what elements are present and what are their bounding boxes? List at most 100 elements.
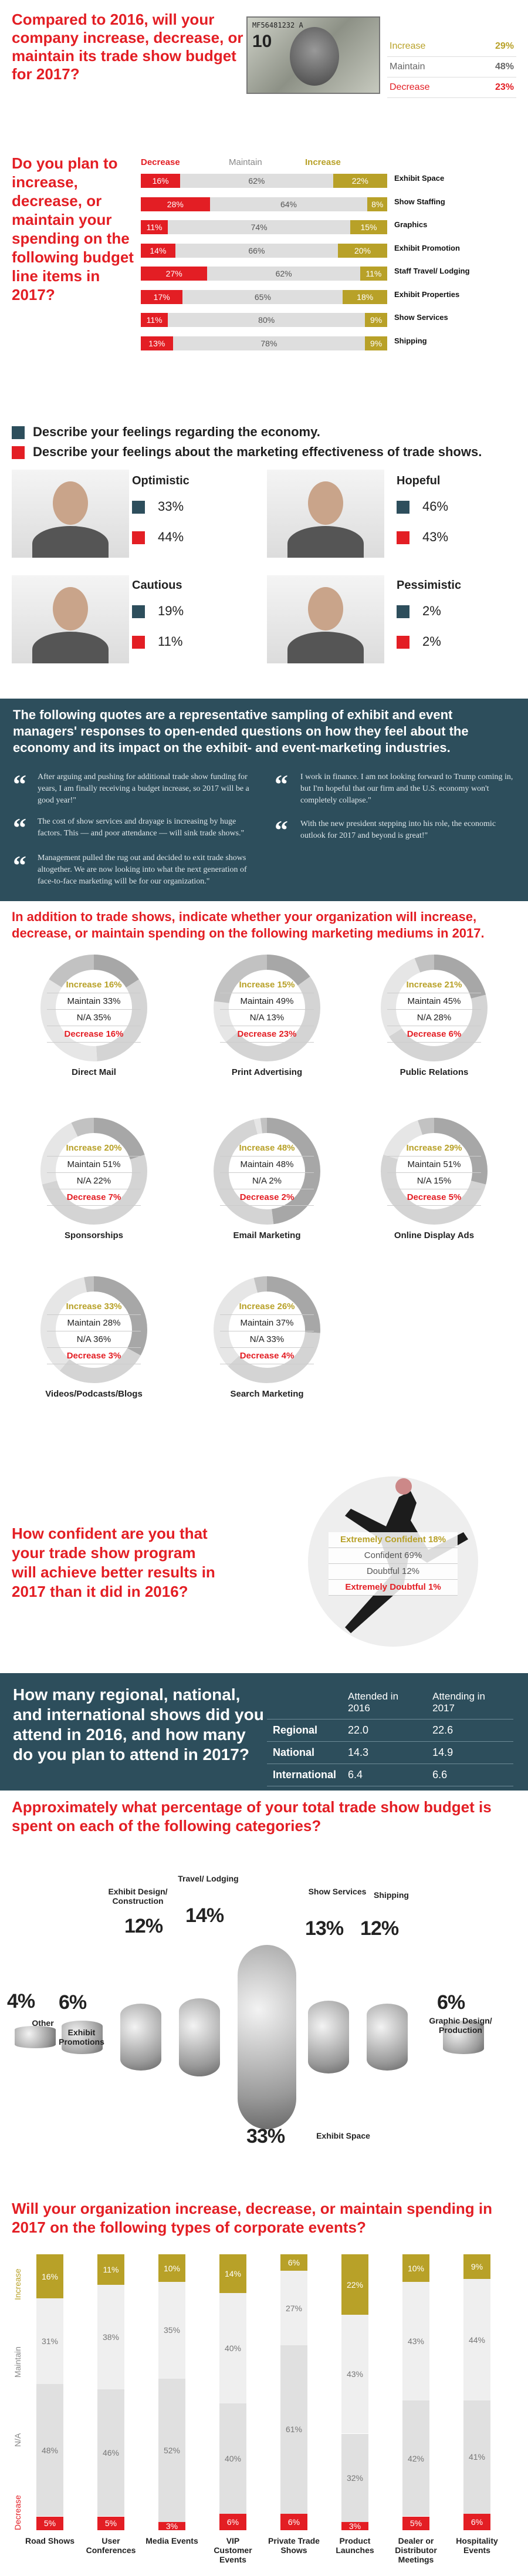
donut-value-row: Decrease 16% bbox=[47, 1026, 141, 1043]
donut-value-number: 6% bbox=[448, 1029, 462, 1039]
donut-value-number: 28% bbox=[103, 1318, 121, 1328]
medium-donut-svg bbox=[40, 1276, 147, 1383]
attendance-2016-value: 14.3 bbox=[342, 1741, 427, 1764]
persona-economy: 46% bbox=[397, 499, 448, 514]
bar-segment-m: 66% bbox=[175, 243, 338, 258]
avatar-body-icon bbox=[32, 526, 109, 558]
bar-segment-m: 80% bbox=[168, 313, 365, 327]
budget-share-label: Exhibit Promotions bbox=[59, 2028, 104, 2046]
persona-marketing: 44% bbox=[132, 530, 184, 545]
bar-segment-m: 62% bbox=[180, 174, 333, 188]
donut-value-row: Maintain 51% bbox=[387, 1156, 481, 1173]
donut-value-label: Increase bbox=[239, 980, 277, 990]
event-segment-i: 14% bbox=[219, 2254, 246, 2293]
donut-values: Increase 29% Maintain 51% N/A 15% Decrease … bbox=[387, 1140, 481, 1206]
event-segment-d: 6% bbox=[463, 2513, 490, 2530]
donut-value-label: Increase bbox=[406, 1143, 445, 1153]
donut-value-number: 15% bbox=[277, 980, 295, 990]
figure-head-icon bbox=[395, 1478, 412, 1495]
donut-value-row: Decrease 7% bbox=[47, 1189, 141, 1206]
budget-share-label: Exhibit Design/ Construction bbox=[108, 1887, 168, 1906]
budget-share-label: Travel/ Lodging bbox=[178, 1874, 239, 1883]
dollar-bill-image: MF56481232 A 10 bbox=[246, 16, 380, 94]
legend-economy: Describe your feelings regarding the eco… bbox=[12, 424, 320, 440]
quote-mark-icon: “ bbox=[275, 815, 288, 845]
donut-slice-decrease bbox=[381, 1118, 488, 1225]
donut-value-number: 21% bbox=[444, 980, 462, 990]
donut-value-row: N/A 33% bbox=[220, 1331, 314, 1348]
donut-value-label: Maintain bbox=[407, 1159, 444, 1169]
donut-value-label: Decrease bbox=[239, 1351, 282, 1361]
donut-value-row: Decrease 5% bbox=[387, 1189, 481, 1206]
s2-header-decrease: Decrease bbox=[141, 157, 180, 167]
donut-value-label: N/A bbox=[76, 1176, 94, 1186]
economy-swatch bbox=[132, 501, 145, 514]
event-segment-m: 43% bbox=[402, 2282, 429, 2401]
event-segment-i: 10% bbox=[158, 2254, 185, 2282]
event-segment-d: 3% bbox=[158, 2521, 185, 2531]
donut-slice-na bbox=[40, 955, 147, 1061]
confidence-row: Confident 69% bbox=[329, 1548, 458, 1564]
donut-value-number: 20% bbox=[104, 1143, 122, 1153]
coin-stack-icon bbox=[120, 2004, 161, 2071]
avatar-body-icon bbox=[287, 632, 364, 663]
avatar-head-icon bbox=[53, 481, 88, 525]
budget-outlook-value: 29% bbox=[495, 41, 514, 51]
confidence-label: Confident bbox=[364, 1550, 405, 1560]
donut-value-label: N/A bbox=[249, 1013, 267, 1023]
event-segment-m: 44% bbox=[463, 2279, 490, 2401]
coin-stack-icon bbox=[15, 2026, 56, 2048]
bar-segment-i: 8% bbox=[367, 197, 387, 211]
s6-question: How many regional, national, and interna… bbox=[13, 1685, 264, 1764]
donut-value-row: Maintain 45% bbox=[387, 993, 481, 1010]
attendance-row-label: International bbox=[267, 1764, 343, 1786]
attendance-2016-value: 6.4 bbox=[342, 1764, 427, 1786]
medium-donut-svg bbox=[381, 1118, 488, 1225]
line-item-bar: 28% 64% 8% bbox=[141, 195, 387, 213]
donut-slice-na bbox=[214, 1276, 320, 1383]
donut-value-row: Increase 29% bbox=[387, 1140, 481, 1156]
economy-swatch bbox=[132, 605, 145, 619]
budget-share-value: 33% bbox=[246, 2125, 285, 2147]
confidence-row: Extremely Doubtful 1% bbox=[329, 1580, 458, 1596]
donut-value-label: Increase bbox=[66, 980, 104, 990]
donut-value-row: N/A 2% bbox=[220, 1173, 314, 1189]
persona-marketing: 43% bbox=[397, 530, 448, 545]
bar-segment-d: 16% bbox=[141, 174, 181, 188]
line-item-label: Show Services bbox=[394, 313, 448, 322]
budget-outlook-value: 48% bbox=[495, 62, 514, 72]
medium-donut-svg bbox=[381, 955, 488, 1061]
budget-share-label: Graphic Design/ Production bbox=[429, 2016, 492, 2035]
donut-value-number: 33% bbox=[104, 1302, 122, 1311]
donut-value-number: 26% bbox=[277, 1302, 295, 1311]
donut-slice-maintain bbox=[214, 1276, 320, 1383]
medium-donut: Increase 26% Maintain 37% N/A 33% Decrease … bbox=[197, 1274, 337, 1391]
quote-3: Management pulled the rug out and decide… bbox=[38, 854, 247, 886]
coin-stack-icon bbox=[179, 1998, 220, 2076]
quote-mark-icon: “ bbox=[275, 769, 288, 799]
confidence-label: Extremely Doubtful bbox=[345, 1582, 428, 1592]
event-segment-i: 22% bbox=[341, 2254, 368, 2315]
donut-value-row: Decrease 3% bbox=[47, 1348, 141, 1364]
donut-value-number: 5% bbox=[448, 1192, 462, 1202]
bar-segment-i: 11% bbox=[360, 267, 387, 281]
donut-value-row: Maintain 37% bbox=[220, 1315, 314, 1331]
budget-share-value: 14% bbox=[185, 1904, 224, 1927]
s5-question: How confident are you that your trade sh… bbox=[12, 1525, 215, 1600]
avatar bbox=[267, 470, 384, 558]
donut-slice-na bbox=[40, 1276, 147, 1383]
donut-value-number: 45% bbox=[443, 996, 461, 1006]
donut-values: Increase 21% Maintain 45% N/A 28% Decrease … bbox=[387, 977, 481, 1043]
persona-marketing-value: 44% bbox=[158, 530, 184, 544]
medium-label: Email Marketing bbox=[233, 1230, 301, 1240]
bar-segment-d: 13% bbox=[141, 336, 173, 350]
marketing-swatch bbox=[397, 531, 409, 545]
coin-stack-icon bbox=[238, 1945, 296, 2129]
event-segment-d: 5% bbox=[402, 2516, 429, 2530]
persona-marketing: 2% bbox=[397, 634, 441, 649]
line-item-label: Show Staffing bbox=[394, 197, 445, 206]
donut-value-number: 7% bbox=[108, 1192, 121, 1202]
donut-value-number: 22% bbox=[93, 1176, 111, 1186]
s7-question: Approximately what percentage of your to… bbox=[12, 1798, 492, 1835]
medium-donut: Increase 21% Maintain 45% N/A 28% Decrease … bbox=[364, 952, 505, 1070]
